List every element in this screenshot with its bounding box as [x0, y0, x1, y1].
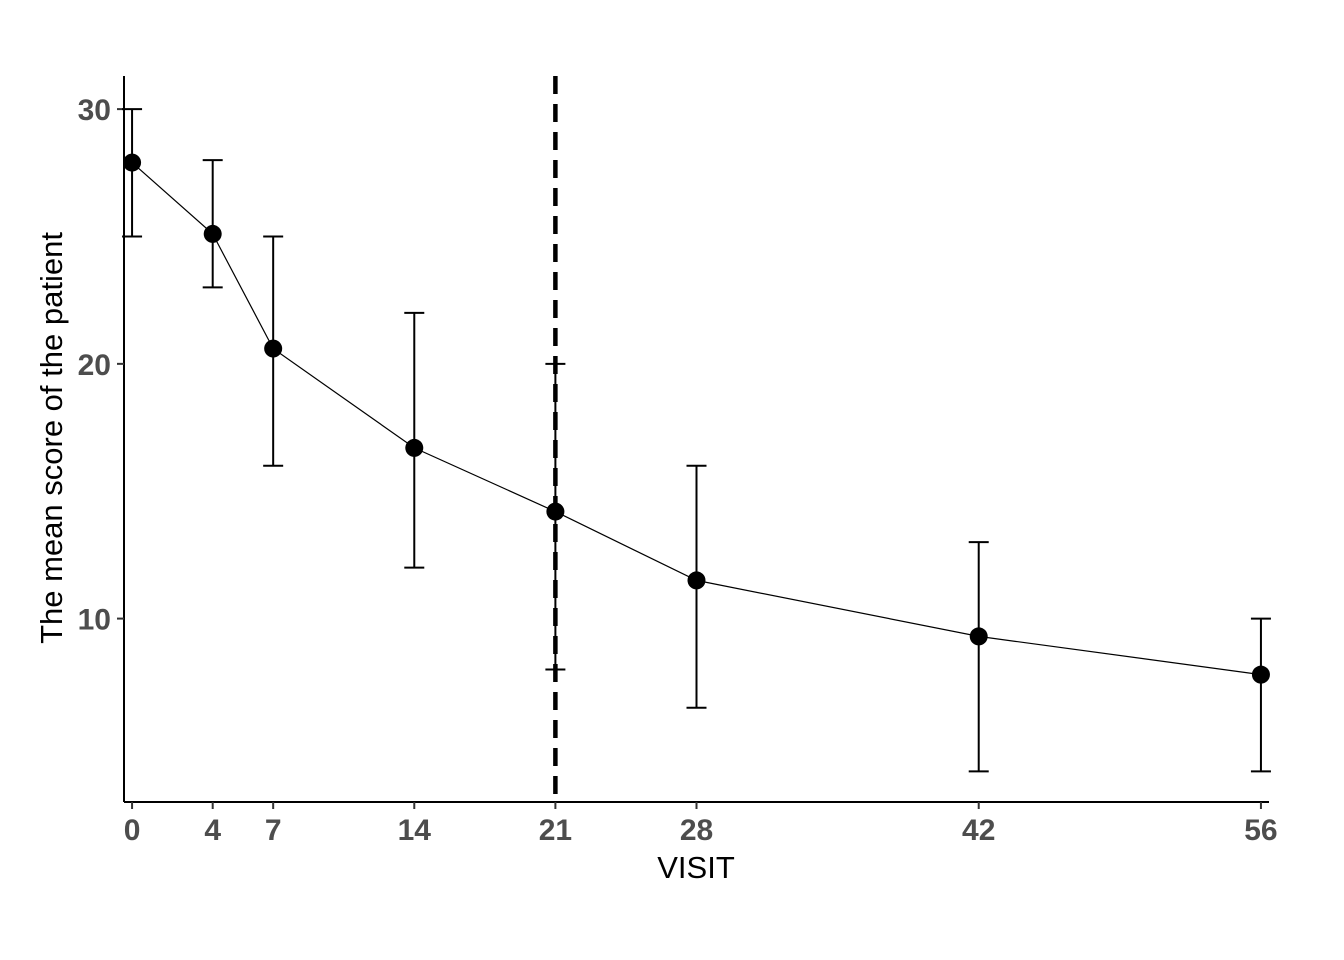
data-point [969, 627, 988, 646]
x-tick-label: 21 [539, 814, 572, 847]
series-line [131, 162, 1261, 676]
y-tick-label: 30 [78, 94, 111, 127]
data-point [405, 438, 424, 457]
x-tick-label: 56 [1244, 814, 1277, 847]
data-point [123, 153, 142, 172]
x-tick-label: 28 [680, 814, 713, 847]
x-tick-label: 14 [398, 814, 432, 847]
data-point [203, 224, 222, 243]
x-tick-label: 42 [962, 814, 995, 847]
y-tick-label: 10 [78, 604, 111, 637]
x-tick-label: 7 [265, 814, 282, 847]
data-point [687, 571, 706, 590]
y-axis-title: The mean score of the patient [34, 232, 69, 644]
data-point [546, 502, 565, 521]
series-layer [122, 108, 1271, 773]
x-tick-label: 4 [204, 814, 221, 847]
labels-layer: VISIT The mean score of the patient 10 20… [34, 94, 1278, 885]
data-point [264, 339, 283, 358]
y-tick-label: 20 [78, 349, 111, 382]
axes [117, 76, 1269, 809]
x-tick-label: 0 [124, 814, 141, 847]
x-axis-title: VISIT [657, 850, 735, 885]
data-point [1251, 665, 1270, 684]
